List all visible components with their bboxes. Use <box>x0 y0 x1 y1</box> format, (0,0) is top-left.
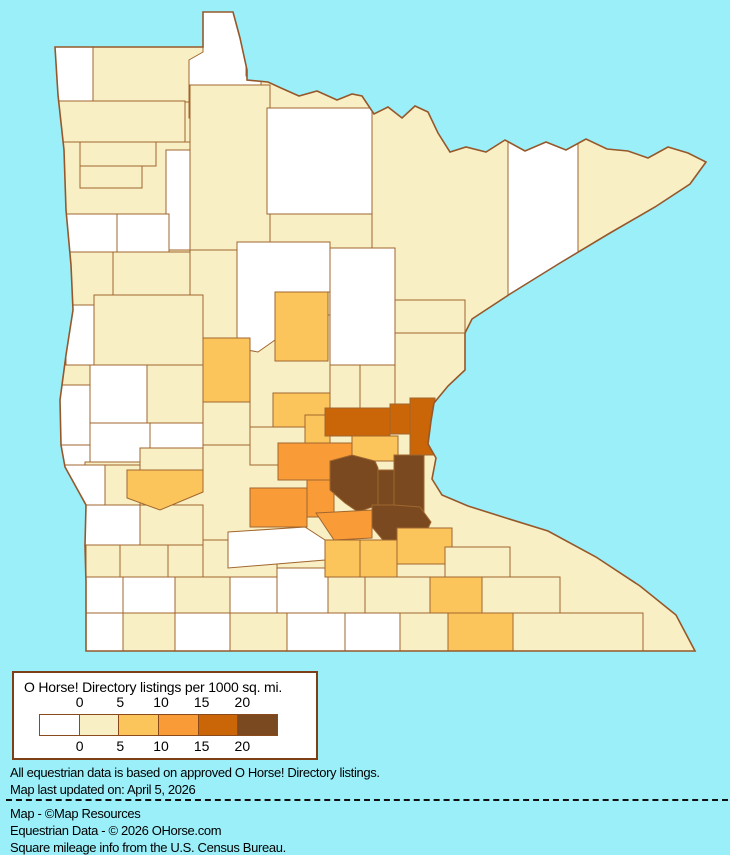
county-shape <box>359 539 398 578</box>
legend-ticks-bottom: 0 5 10 15 20 <box>14 738 316 754</box>
county-shape <box>324 539 361 578</box>
county-shape <box>126 469 204 511</box>
county-shape <box>364 576 431 614</box>
county-shape <box>122 576 176 614</box>
county-shape <box>229 612 288 651</box>
county-shape <box>165 149 191 251</box>
credit-line-equestrian-data: Equestrian Data - © 2026 OHorse.com <box>10 823 222 838</box>
county-shape <box>394 299 466 334</box>
county-shape <box>394 332 466 409</box>
county-shape <box>272 392 331 430</box>
county-shape <box>276 567 329 614</box>
separator-dashed-line <box>6 799 728 801</box>
county-shape <box>447 612 514 651</box>
county-shape <box>377 469 395 506</box>
legend-tick-label: 0 <box>75 694 84 710</box>
legend-tick-label: 10 <box>153 694 169 710</box>
minnesota-county-choropleth-map <box>54 11 708 652</box>
county-shape <box>55 46 94 102</box>
legend-tick-label: 0 <box>75 738 84 754</box>
county-shape <box>55 100 186 143</box>
legend-tick-label: 20 <box>234 694 251 710</box>
county-shape <box>324 407 391 437</box>
data-note-line-1: All equestrian data is based on approved… <box>10 765 380 780</box>
county-shape <box>327 576 366 614</box>
county-shape <box>429 576 483 614</box>
legend: O Horse! Directory listings per 1000 sq.… <box>12 671 318 760</box>
county-shape <box>202 337 251 403</box>
legend-swatch <box>157 714 199 736</box>
county-shape <box>65 304 95 366</box>
county-shape <box>139 504 204 546</box>
legend-tick-label: 15 <box>193 694 210 710</box>
county-shape <box>84 504 141 546</box>
county-shape <box>85 612 124 651</box>
credit-line-map: Map - ©Map Resources <box>10 806 141 821</box>
county-shape <box>229 576 278 614</box>
county-shape <box>89 364 148 424</box>
legend-tick-label: 15 <box>193 738 210 754</box>
legend-tick-label: 10 <box>153 738 169 754</box>
legend-ticks-top: 0 5 10 15 20 <box>14 694 316 710</box>
county-shape <box>329 247 396 366</box>
county-shape <box>55 213 118 253</box>
county-shape <box>286 612 346 651</box>
state-outline <box>54 11 708 652</box>
county-layer <box>55 12 706 651</box>
county-shape <box>189 84 271 251</box>
credit-line-square-mileage: Square mileage info from the U.S. Census… <box>10 840 286 855</box>
county-shape <box>122 612 176 651</box>
legend-tick-label: 5 <box>116 738 125 754</box>
county-shape <box>146 364 204 424</box>
data-note-line-2: Map last updated on: April 5, 2026 <box>10 782 196 797</box>
county-shape <box>85 544 121 578</box>
county-shape <box>116 213 170 253</box>
county-shape <box>409 397 436 456</box>
county-shape <box>79 165 143 189</box>
legend-swatch <box>237 714 278 736</box>
county-shape <box>444 546 511 581</box>
county-shape <box>174 576 231 614</box>
county-shape <box>85 576 124 614</box>
county-shape <box>249 487 308 528</box>
legend-swatch <box>118 714 159 736</box>
legend-tick-label: 20 <box>234 738 251 754</box>
legend-swatch <box>39 714 80 736</box>
county-shape <box>344 612 401 651</box>
county-shape <box>266 107 376 215</box>
county-shape <box>79 141 157 167</box>
legend-color-bar <box>39 714 278 736</box>
county-shape <box>512 612 644 651</box>
legend-swatch <box>78 714 120 736</box>
legend-tick-label: 5 <box>116 694 125 710</box>
county-shape <box>393 454 425 514</box>
county-shape <box>399 612 449 651</box>
county-shape <box>315 509 373 541</box>
county-shape <box>396 527 453 565</box>
county-shape <box>92 46 204 103</box>
legend-swatch <box>197 714 239 736</box>
county-shape <box>202 401 251 446</box>
county-shape <box>139 447 204 473</box>
legend-title: O Horse! Directory listings per 1000 sq.… <box>24 679 283 695</box>
county-shape <box>119 544 169 578</box>
county-shape <box>507 134 579 326</box>
county-shape <box>174 612 231 651</box>
county-shape <box>93 294 204 366</box>
county-shape <box>481 576 561 614</box>
county-shape <box>274 291 329 362</box>
